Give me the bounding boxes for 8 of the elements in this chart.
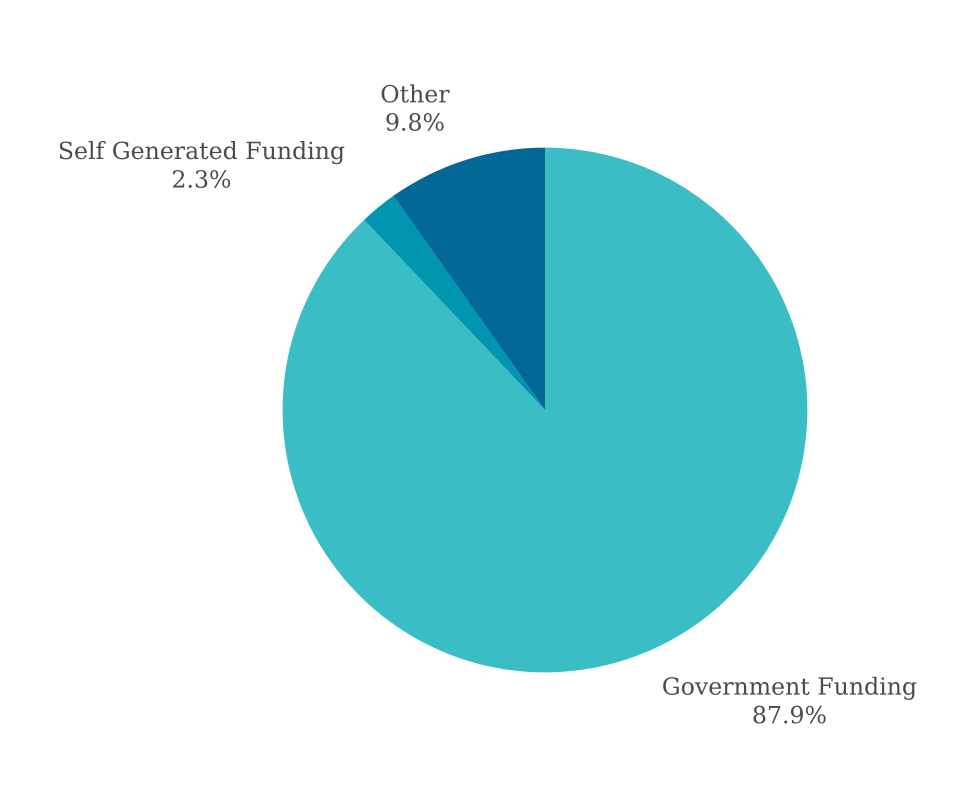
data-label: 2.3% — [173, 170, 230, 188]
slice-label: Government Funding — [663, 676, 916, 700]
data-label: 9.8% — [386, 113, 444, 131]
data-label: 87.9% — [754, 706, 826, 724]
pie-slice — [393, 148, 545, 410]
slice-label: Other — [382, 84, 450, 103]
pie-slice — [364, 196, 545, 410]
slice-label: Self Generated Funding — [60, 141, 344, 164]
